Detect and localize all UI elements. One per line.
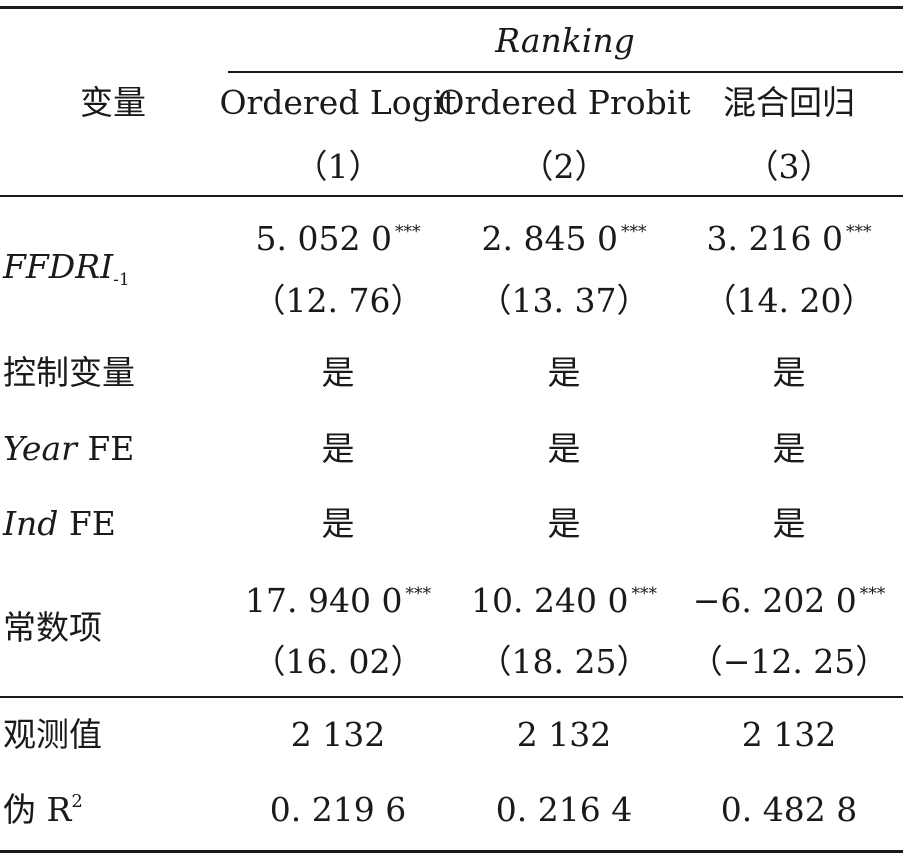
ind-fe-value-1: 是 (321, 504, 355, 543)
ffdri-coef-2: 2. 845 0 *** (482, 222, 647, 255)
ind-fe-label-rest: FE (58, 504, 116, 543)
observations-value-2: 2 132 (516, 715, 612, 754)
constant-coef-2-value: 10. 240 0 (471, 581, 629, 620)
row-label-controls: 控制变量 (3, 353, 135, 392)
row-label-ind-fe: Ind FE (3, 507, 116, 540)
ffdri-coef-3-stars: *** (845, 222, 872, 242)
model-header-3: 混合回归 (723, 83, 855, 122)
constant-coef-2-stars: *** (631, 584, 657, 604)
pseudo-r2-label-text: 伪 R (3, 790, 72, 829)
year-fe-label-italic: Year (3, 429, 77, 468)
observations-value-1: 2 132 (290, 715, 386, 754)
row-label-year-fe: Year FE (3, 432, 134, 465)
ffdri-t-2: （13. 37） (478, 281, 650, 320)
variable-header: 变量 (80, 83, 146, 122)
group-header-ranking: Ranking (495, 21, 635, 60)
top-rule (0, 6, 903, 9)
constant-coef-1-stars: *** (405, 584, 431, 604)
ffdri-coef-2-stars: *** (620, 222, 647, 242)
ind-fe-value-2: 是 (547, 504, 581, 543)
stats-rule (0, 696, 903, 698)
controls-value-3: 是 (772, 353, 806, 392)
constant-t-3: （−12. 25） (689, 642, 889, 681)
ind-fe-label-italic: Ind (3, 504, 59, 543)
year-fe-label-rest: FE (76, 429, 135, 468)
ffdri-coef-2-value: 2. 845 0 (481, 219, 618, 258)
ffdri-t-3: （14. 20） (703, 281, 875, 320)
pseudo-r2-value-2: 0. 216 4 (495, 790, 633, 829)
year-fe-value-2: 是 (547, 429, 581, 468)
ffdri-label-text: FFDRI (3, 247, 114, 286)
bottom-rule (0, 850, 903, 853)
constant-t-2: （18. 25） (478, 642, 650, 681)
ffdri-t-1: （12. 76） (252, 281, 424, 320)
observations-value-3: 2 132 (741, 715, 837, 754)
constant-coef-2: 10. 240 0 *** (471, 584, 657, 617)
constant-coef-3-stars: *** (859, 584, 886, 604)
ffdri-label-subscript: -1 (113, 270, 130, 290)
constant-t-1: （16. 02） (252, 642, 424, 681)
row-label-ffdri: FFDRI-1 (3, 250, 130, 289)
pseudo-r2-label-superscript: 2 (71, 791, 83, 812)
model-number-3: （3） (745, 147, 833, 186)
header-rule (0, 195, 903, 197)
ffdri-coef-1-value: 5. 052 0 (255, 219, 392, 258)
ffdri-coef-3: 3. 216 0 *** (707, 222, 872, 255)
group-rule (228, 71, 903, 73)
pseudo-r2-value-1: 0. 219 6 (269, 790, 407, 829)
ffdri-coef-3-value: 3. 216 0 (706, 219, 843, 258)
pseudo-r2-value-3: 0. 482 8 (720, 790, 858, 829)
row-label-observations: 观测值 (3, 715, 102, 754)
model-header-2: Ordered Probit (437, 83, 691, 122)
constant-coef-1-value: 17. 940 0 (245, 581, 403, 620)
controls-value-2: 是 (547, 353, 581, 392)
row-label-pseudo-r2: 伪 R2 (3, 790, 83, 829)
model-number-2: （2） (520, 147, 608, 186)
constant-coef-3: −6. 202 0 *** (693, 584, 886, 617)
year-fe-value-3: 是 (772, 429, 806, 468)
ffdri-coef-1: 5. 052 0 *** (256, 222, 421, 255)
controls-value-1: 是 (321, 353, 355, 392)
year-fe-value-1: 是 (321, 429, 355, 468)
row-label-constant: 常数项 (3, 608, 102, 647)
model-header-1: Ordered Logit (219, 83, 457, 122)
model-number-1: （1） (294, 147, 382, 186)
ind-fe-value-3: 是 (772, 504, 806, 543)
constant-coef-3-value: −6. 202 0 (692, 581, 857, 620)
ffdri-coef-1-stars: *** (394, 222, 421, 242)
constant-coef-1: 17. 940 0 *** (245, 584, 431, 617)
